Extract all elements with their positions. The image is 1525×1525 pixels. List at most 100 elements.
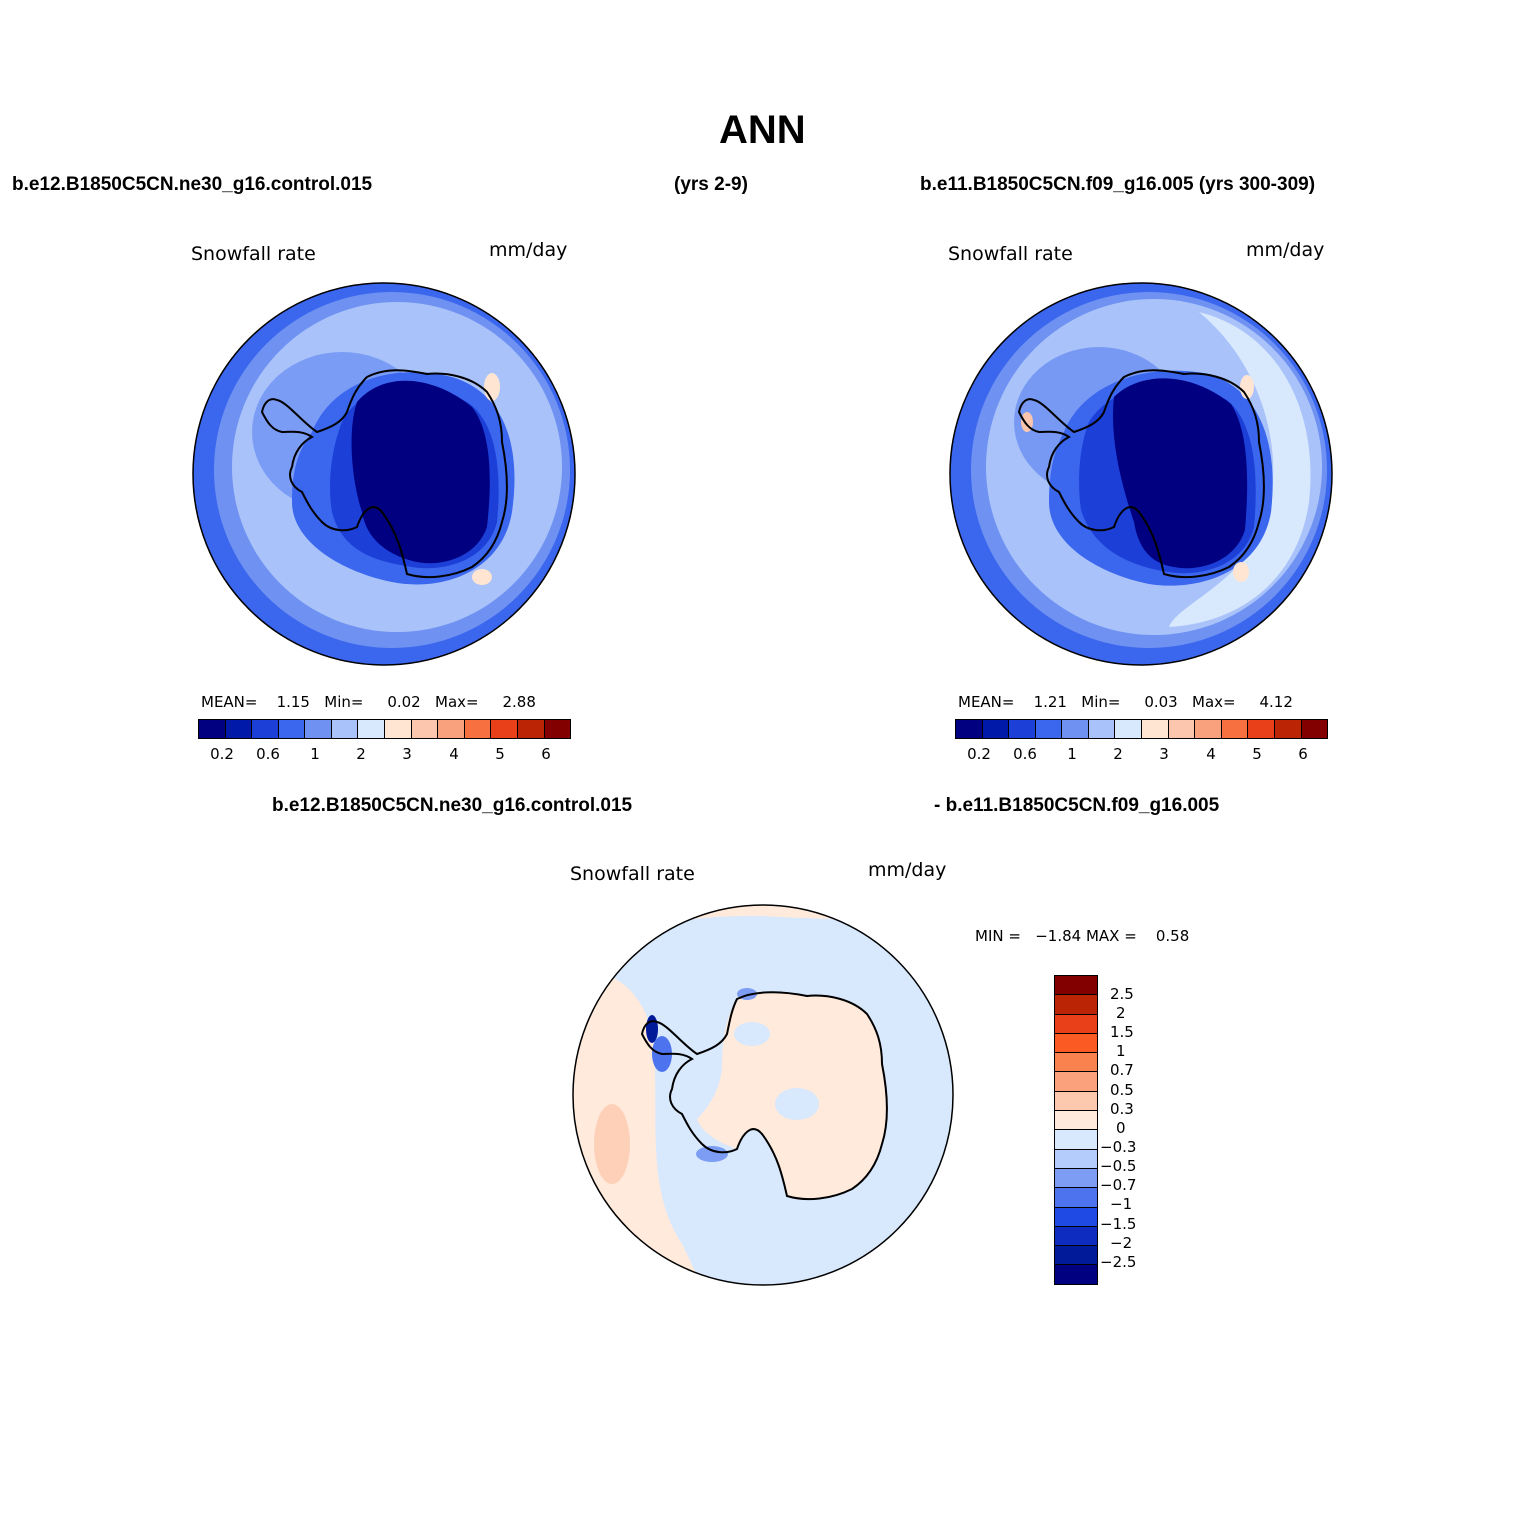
right-antarctic-coastline [1017, 369, 1265, 579]
right-tick: 5 [1252, 745, 1262, 763]
diff-colorbar-swatch [1055, 1130, 1097, 1150]
diff-units-label: mm/day [868, 859, 947, 881]
right-tick: 0.2 [967, 745, 991, 763]
right-colorbar-swatch [1195, 720, 1222, 738]
left-colorbar-swatch [491, 720, 518, 738]
right-min-value: 0.03 [1144, 693, 1178, 711]
right-tick: 2 [1113, 745, 1123, 763]
diff-colorbar-swatch [1055, 1014, 1097, 1034]
right-mean-value: 1.21 [1033, 693, 1067, 711]
left-stats: MEAN= 1.15 Min= 0.02 Max= 2.88 [201, 693, 536, 711]
diff-tick: 0.3 [1110, 1100, 1134, 1118]
left-colorbar-swatch [464, 720, 492, 738]
left-tick: 2 [356, 745, 366, 763]
right-colorbar-swatch [982, 720, 1010, 738]
right-units-label: mm/day [1246, 239, 1325, 261]
left-units-label: mm/day [489, 239, 568, 261]
diff-tick: −0.7 [1100, 1176, 1137, 1194]
right-mean-label: MEAN= [958, 693, 1015, 711]
right-colorbar-swatch [1115, 720, 1143, 738]
right-colorbar-swatch [1274, 720, 1302, 738]
right-max-value: 4.12 [1259, 693, 1293, 711]
diff-tick: 2 [1116, 1004, 1126, 1022]
diff-colorbar-swatch [1055, 1246, 1097, 1266]
diff-tick: 2.5 [1110, 985, 1134, 1003]
diff-colorbar-swatch [1055, 1053, 1097, 1073]
left-polar-map [192, 282, 576, 666]
right-max-label: Max= [1192, 693, 1236, 711]
left-tick: 5 [495, 745, 505, 763]
diff-neg-coast-3 [696, 1146, 728, 1162]
diff-variable-label: Snowfall rate [570, 863, 695, 885]
right-plateau [1113, 378, 1248, 569]
left-max-value: 2.88 [502, 693, 536, 711]
right-polar-map [949, 282, 1333, 666]
diff-colorbar-swatch [1055, 1265, 1097, 1284]
diff-colorbar-swatch [1055, 1226, 1097, 1247]
right-light-ring [1169, 312, 1311, 627]
diff-tick: −1.5 [1100, 1215, 1137, 1233]
diff-case-b-title: - b.e11.B1850C5CN.f09_g16.005 [934, 795, 1220, 816]
right-colorbar-swatch [1009, 720, 1036, 738]
left-colorbar-swatch [225, 720, 253, 738]
left-colorbar-swatch [199, 720, 226, 738]
diff-colorbar-swatch [1055, 1149, 1097, 1169]
left-colorbar-ticks: 0.2 0.6 1 2 3 4 5 6 [0, 745, 1525, 765]
diff-pos-patch-west [594, 1104, 630, 1184]
left-colorbar-swatch [438, 720, 465, 738]
diff-tick: 1.5 [1110, 1023, 1134, 1041]
diff-colorbar-swatch [1055, 1207, 1097, 1227]
diff-colorbar-swatch [1055, 976, 1097, 996]
right-colorbar-swatch [1142, 720, 1169, 738]
left-colorbar-swatch [544, 720, 571, 738]
diff-colorbar-swatch [1055, 1168, 1097, 1189]
left-plateau [351, 380, 490, 564]
right-colorbar-swatch [1221, 720, 1249, 738]
left-colorbar-swatch [411, 720, 439, 738]
right-map-border [949, 282, 1333, 666]
right-stats: MEAN= 1.21 Min= 0.03 Max= 4.12 [958, 693, 1293, 711]
diff-tick: 0.7 [1110, 1061, 1134, 1079]
left-map-border [192, 282, 576, 666]
left-colorbar-swatch [358, 720, 386, 738]
left-min-label: Min= [324, 693, 364, 711]
right-colorbar-swatch [956, 720, 983, 738]
diff-colorbar-swatch [1055, 1072, 1097, 1092]
left-colorbar-swatch [278, 720, 306, 738]
right-colorbar-swatch [1035, 720, 1063, 738]
left-mean-value: 1.15 [276, 693, 310, 711]
right-colorbar-swatch [1168, 720, 1196, 738]
left-tick: 0.2 [210, 745, 234, 763]
right-colorbar-ticks: 0.2 0.6 1 2 3 4 5 6 [0, 745, 1525, 765]
top-left-years: (yrs 2-9) [674, 174, 748, 195]
top-left-case-title: b.e12.B1850C5CN.ne30_g16.control.015 [12, 174, 373, 195]
right-tick: 3 [1159, 745, 1169, 763]
diff-tick: 0.5 [1110, 1081, 1134, 1099]
left-tick: 3 [402, 745, 412, 763]
left-pos-patch-2 [472, 569, 492, 585]
diff-neg-patch-1 [775, 1088, 819, 1120]
right-tick: 6 [1298, 745, 1308, 763]
diff-tick: −2.5 [1100, 1253, 1137, 1271]
right-variable-label: Snowfall rate [948, 243, 1073, 265]
left-colorbar-swatch [517, 720, 545, 738]
left-antarctic-coastline [260, 369, 508, 579]
right-min-label: Min= [1081, 693, 1121, 711]
figure-title: ANN [719, 108, 806, 152]
diff-polar-map [572, 904, 954, 1286]
diff-colorbar-swatch [1055, 1188, 1097, 1208]
diff-colorbar-ticks: 2.5 2 1.5 1 0.7 0.5 0.3 0 −0.3 −0.5 −0.7… [0, 0, 1136, 1271]
left-variable-label: Snowfall rate [191, 243, 316, 265]
left-colorbar-swatch [331, 720, 359, 738]
right-pos-patch-2 [1233, 562, 1249, 582]
left-colorbar-swatch [252, 720, 279, 738]
diff-tick: −1 [1110, 1195, 1133, 1213]
diff-colorbar-swatch [1055, 1091, 1097, 1112]
diff-map-border [572, 904, 954, 1286]
diff-case-a-title: b.e12.B1850C5CN.ne30_g16.control.015 [272, 795, 633, 816]
diff-tick: −0.5 [1100, 1157, 1137, 1175]
diff-colorbar-swatch [1055, 1033, 1097, 1054]
left-max-label: Max= [435, 693, 479, 711]
top-right-case-title: b.e11.B1850C5CN.f09_g16.005 (yrs 300-309… [920, 174, 1316, 195]
diff-colorbar [1054, 975, 1098, 1285]
